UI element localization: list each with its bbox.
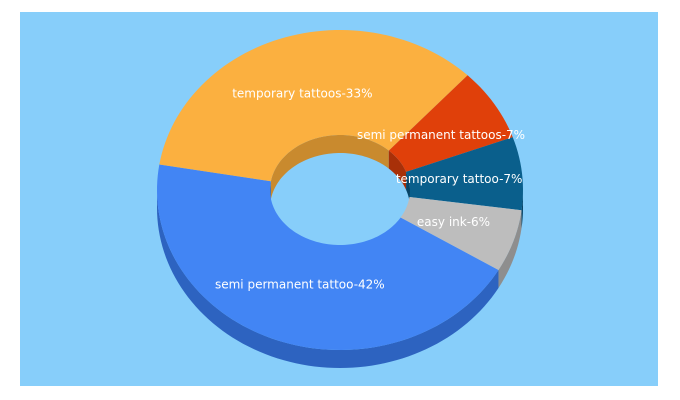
donut-slice	[406, 137, 523, 211]
data-label: easy ink-6%	[417, 215, 490, 229]
donut-slice	[388, 75, 513, 172]
outer-wall	[498, 210, 522, 288]
inner-wall	[388, 150, 407, 190]
inner-wall	[406, 171, 410, 208]
donut-slice	[157, 164, 499, 350]
data-label: temporary tattoo-7%	[396, 172, 523, 186]
donut-slice	[159, 30, 468, 182]
data-label: semi permanent tattoo-42%	[215, 278, 385, 292]
data-label: semi permanent tattoos-7%	[357, 128, 525, 142]
data-label: temporary tattoos-33%	[232, 87, 372, 101]
outer-wall	[521, 190, 523, 229]
donut-slice	[400, 196, 522, 270]
inner-wall	[270, 135, 389, 200]
